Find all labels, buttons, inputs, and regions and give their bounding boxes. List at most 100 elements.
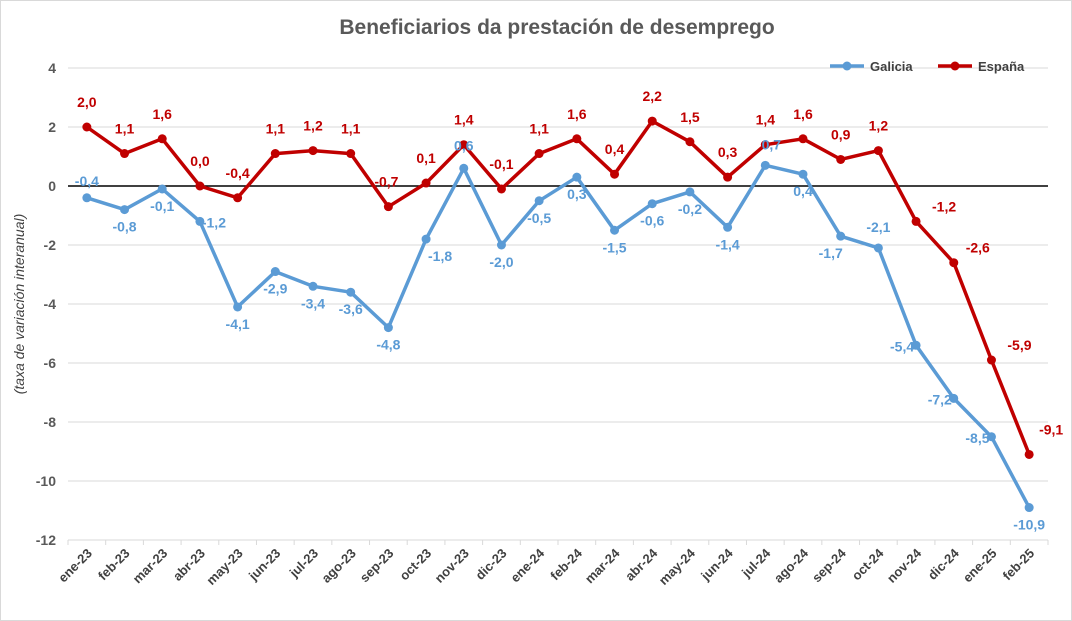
data-label: 0,1 [416,150,436,166]
data-label: -1,7 [819,245,843,261]
data-label: -10,9 [1013,517,1045,533]
data-point [308,146,318,156]
data-point [610,169,620,179]
y-tick-label: -4 [44,296,57,312]
data-point [270,267,280,277]
series-layer [82,116,1034,513]
data-label: -0,6 [640,213,664,229]
data-point [459,163,469,173]
data-label: -1,2 [202,214,226,230]
data-label: -0,5 [527,210,551,226]
data-point [120,149,130,159]
data-point [308,281,318,291]
legend-marker [842,61,852,71]
data-label: -0,8 [112,219,136,235]
data-label: -0,1 [150,198,174,214]
data-label: 1,6 [567,106,587,122]
data-label: -5,4 [890,338,914,354]
y-tick-label: -8 [44,414,57,430]
data-label: 2,0 [77,94,97,110]
data-point [1024,449,1034,459]
data-point [383,323,393,333]
data-point [723,172,733,182]
legend-marker [950,61,960,71]
data-point [723,222,733,232]
legend-item[interactable]: Galicia [830,59,913,74]
data-label: -1,2 [932,198,956,214]
data-point [534,149,544,159]
data-point [346,287,356,297]
data-point [346,149,356,159]
data-point [685,187,695,197]
data-point [760,140,770,150]
series-line-galicia [86,163,1031,509]
data-point [949,258,959,268]
data-point [120,205,130,215]
data-point [82,193,92,203]
data-label: -1,8 [428,248,452,264]
y-tick-label: -12 [36,532,56,548]
data-label: -4,8 [376,337,400,353]
data-label: 1,2 [869,118,889,134]
data-point [986,432,996,442]
data-point [647,116,657,126]
data-point [836,231,846,241]
data-label: 0,4 [605,141,625,157]
legend-item[interactable]: España [938,59,1025,74]
y-tick-label: 0 [48,178,56,194]
data-label: 1,2 [303,118,323,134]
data-point [534,196,544,206]
data-label: 0,9 [831,126,851,142]
data-label: 1,5 [680,109,700,125]
data-label: -2,6 [966,240,990,256]
data-label: -0,1 [489,156,513,172]
data-label: -3,4 [301,295,325,311]
data-point [421,178,431,188]
y-tick-label: -2 [44,237,57,253]
data-point [647,199,657,209]
y-tick-label: 2 [48,119,56,135]
data-label: 1,1 [341,121,361,137]
data-label: 0,6 [454,137,474,153]
data-label: 0,0 [190,153,210,169]
data-point [911,340,921,350]
data-point [157,184,167,194]
data-label: 0,7 [762,136,782,152]
data-point [685,137,695,147]
y-tick-label: -6 [44,355,57,371]
data-point [233,193,243,203]
y-tick-label: -10 [36,473,56,489]
data-point [233,302,243,312]
data-label: 0,3 [718,144,738,160]
data-label: 0,4 [793,183,813,199]
data-label: -5,9 [1007,337,1031,353]
y-axis-label: (taxa de variación interanual) [11,214,27,395]
data-point [836,154,846,164]
data-label: 1,1 [115,121,135,137]
data-point [572,134,582,144]
data-point [82,122,92,132]
data-point [421,234,431,244]
data-label: 1,1 [266,121,286,137]
data-label: -1,5 [602,239,626,255]
data-point [798,169,808,179]
data-label: -2,0 [489,254,513,270]
data-point [760,160,770,170]
data-point [911,216,921,226]
data-point [195,181,205,191]
data-labels: -0,4 -0,8 -0,1 -1,2 -4,1 -2,9 -3,4 -3,6 -4,8 -1,8… [75,88,1064,532]
data-label: -0,4 [226,165,250,181]
legend[interactable]: Galicia España [830,59,1025,74]
data-point [873,243,883,253]
data-label: -1,4 [716,236,740,252]
data-point [496,240,506,250]
data-point [496,184,506,194]
data-label: 1,1 [529,121,549,137]
data-point [986,355,996,365]
data-label: -4,1 [226,316,250,332]
data-point [949,393,959,403]
gridlines [68,67,1048,541]
